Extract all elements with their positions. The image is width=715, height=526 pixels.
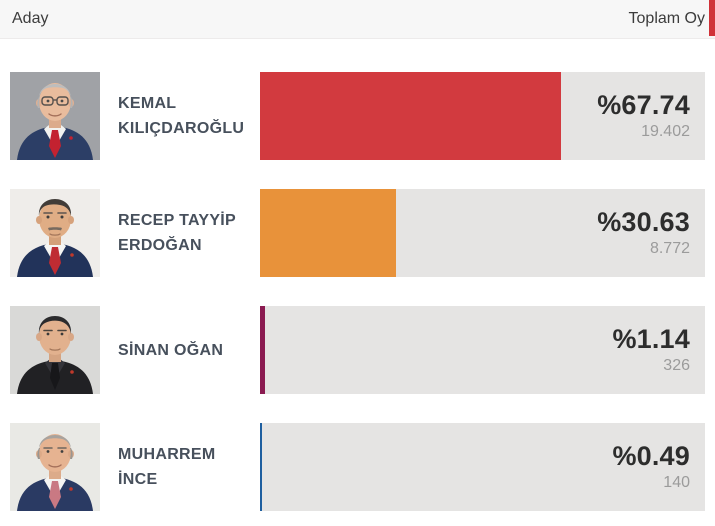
vote-count: 326 xyxy=(663,357,690,374)
vote-bar-fill xyxy=(260,423,263,511)
candidate-photo-erdogan xyxy=(10,189,100,277)
results-list: KEMAL KILIÇDAROĞLU %67.74 19.402 xyxy=(0,39,715,511)
candidate-row-ogan: SİNAN OĞAN %1.14 326 xyxy=(10,306,705,394)
erdogan-portrait xyxy=(10,189,100,277)
table-header: Aday Toplam Oy xyxy=(0,0,715,39)
vote-bar-track: %67.74 19.402 xyxy=(260,72,705,160)
vote-count: 8.772 xyxy=(649,240,690,257)
candidate-row-ince: MUHARREM İNCE %0.49 140 xyxy=(10,423,705,511)
vote-bar-track: %1.14 326 xyxy=(260,306,705,394)
candidate-name: KEMAL KILIÇDAROĞLU xyxy=(118,95,245,137)
ogan-portrait xyxy=(10,306,100,394)
candidate-photo-kilicdaroglu xyxy=(10,72,100,160)
percent-value: %30.63 xyxy=(597,207,690,237)
vote-bar-fill xyxy=(260,72,562,160)
percent-value: %0.49 xyxy=(612,441,690,471)
vote-stats: %1.14 326 xyxy=(612,306,690,394)
vote-bar-fill xyxy=(260,306,266,394)
kilicdaroglu-portrait xyxy=(10,72,100,160)
candidate-row-kilicdaroglu: KEMAL KILIÇDAROĞLU %67.74 19.402 xyxy=(10,72,705,160)
vote-bar-track: %30.63 8.772 xyxy=(260,189,705,277)
vote-count: 19.402 xyxy=(641,123,690,140)
vote-bar-fill xyxy=(260,189,397,277)
ince-portrait xyxy=(10,423,100,511)
header-aday-label: Aday xyxy=(12,10,49,27)
candidate-row-erdogan: RECEP TAYYİP ERDOĞAN %30.63 8.772 xyxy=(10,189,705,277)
scrollbar-thumb[interactable] xyxy=(709,0,715,36)
percent-value: %67.74 xyxy=(597,90,690,120)
candidate-photo-ogan xyxy=(10,306,100,394)
candidate-name: SİNAN OĞAN xyxy=(118,341,224,359)
vote-stats: %0.49 140 xyxy=(612,423,690,511)
vote-stats: %30.63 8.772 xyxy=(597,189,690,277)
vote-count: 140 xyxy=(663,474,690,491)
vote-bar-track: %0.49 140 xyxy=(260,423,705,511)
candidate-name: MUHARREM İNCE xyxy=(118,446,216,488)
vote-stats: %67.74 19.402 xyxy=(597,72,690,160)
candidate-photo-ince xyxy=(10,423,100,511)
candidate-name: RECEP TAYYİP ERDOĞAN xyxy=(118,212,237,254)
percent-value: %1.14 xyxy=(612,324,690,354)
header-toplam-oy-label: Toplam Oy xyxy=(628,10,705,27)
